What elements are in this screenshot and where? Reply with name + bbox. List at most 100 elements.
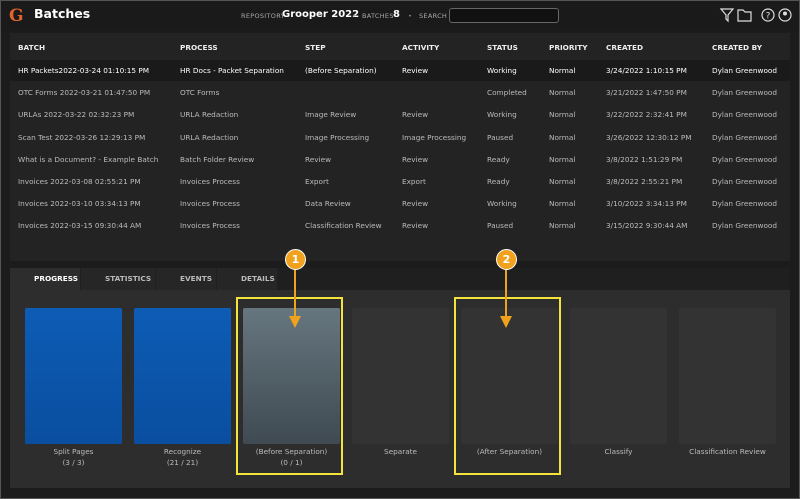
table-cell: Image Review xyxy=(305,110,357,120)
step-card[interactable] xyxy=(679,308,776,444)
selected-row[interactable] xyxy=(10,60,790,81)
table-cell: Dylan Greenwood xyxy=(712,110,778,120)
table-cell: Dylan Greenwood xyxy=(712,66,778,75)
tab[interactable]: EVENTS xyxy=(156,268,216,290)
separator: • xyxy=(408,12,413,20)
search-label: SEARCH xyxy=(419,12,448,20)
step-name: Recognize xyxy=(163,447,202,456)
table-cell: 3/8/2022 2:55:21 PM xyxy=(606,177,683,186)
column-header[interactable]: BATCH xyxy=(18,43,46,52)
table-cell: Paused xyxy=(487,132,514,142)
table-cell: Normal xyxy=(549,88,576,98)
table-cell: Dylan Greenwood xyxy=(712,199,778,209)
column-header[interactable]: ACTIVITY xyxy=(402,43,440,52)
search-box[interactable] xyxy=(449,8,559,23)
filter-icon[interactable] xyxy=(719,8,735,23)
table-cell: OTC Forms 2022-03-21 01:47:50 PM xyxy=(18,88,151,98)
step-card[interactable] xyxy=(243,308,340,444)
table-cell: Invoices 2022-03-10 03:34:13 PM xyxy=(18,199,141,209)
step-name: Classify xyxy=(604,447,633,456)
page-title: Batches xyxy=(34,6,91,21)
table-cell: Paused xyxy=(487,221,514,231)
folder-icon[interactable] xyxy=(737,9,752,22)
table-cell: Invoices Process xyxy=(180,177,240,186)
table-cell: Review xyxy=(402,66,429,75)
table-cell: Normal xyxy=(549,110,576,120)
table-cell: Data Review xyxy=(305,199,351,209)
step-card[interactable] xyxy=(570,308,667,444)
svg-text:?: ? xyxy=(766,12,771,22)
step-name: (After Separation) xyxy=(476,447,543,456)
table-cell: Review xyxy=(305,154,332,164)
step-progress: (21 / 21) xyxy=(166,458,199,467)
repository-name[interactable]: Grooper 2022 xyxy=(282,9,360,20)
table-cell: Image Processing xyxy=(402,132,467,142)
table-cell: Classification Review xyxy=(305,221,382,231)
table-cell: Normal xyxy=(549,66,576,75)
column-header[interactable]: PROCESS xyxy=(180,43,218,52)
table-cell: Review xyxy=(402,154,429,164)
table-cell: Image Processing xyxy=(305,132,370,142)
table-cell: Invoices Process xyxy=(180,199,240,209)
table-cell: (Before Separation) xyxy=(305,66,377,75)
table-cell: 3/21/2022 1:47:50 PM xyxy=(606,88,687,98)
step-progress: (0 / 1) xyxy=(280,458,303,467)
highlight-box xyxy=(236,297,343,475)
table-cell: URLA Redaction xyxy=(180,132,239,142)
column-header[interactable]: PRIORITY xyxy=(549,43,588,52)
logo: G xyxy=(9,6,24,26)
column-header[interactable]: STATUS xyxy=(487,43,518,52)
table-cell: Invoices 2022-03-08 02:55:21 PM xyxy=(18,177,141,186)
table-cell: URLA Redaction xyxy=(180,110,239,120)
table-cell: URLAs 2022-03-22 02:32:23 PM xyxy=(18,110,135,120)
table-cell: OTC Forms xyxy=(180,88,220,98)
user-icon[interactable] xyxy=(778,8,792,22)
separator: • xyxy=(352,12,357,20)
table-cell: Invoices Process xyxy=(180,221,240,231)
table-cell: Dylan Greenwood xyxy=(712,132,778,142)
toolbar-icons: ? xyxy=(719,8,792,23)
table-cell: Export xyxy=(402,177,426,186)
column-header[interactable]: CREATED xyxy=(606,43,644,52)
step-name: (Before Separation) xyxy=(255,447,328,456)
table-cell: 3/22/2022 2:32:41 PM xyxy=(606,110,687,120)
batches-count: 8 xyxy=(393,9,400,20)
repository-label: REPOSITORY xyxy=(241,12,285,20)
table-cell: Dylan Greenwood xyxy=(712,221,778,231)
table-cell: Completed xyxy=(487,88,527,98)
column-header[interactable]: CREATED BY xyxy=(712,43,763,52)
tab[interactable]: STATISTICS xyxy=(81,268,155,290)
table-cell: 3/8/2022 1:51:29 PM xyxy=(606,154,683,164)
batches-label: BATCHES xyxy=(362,12,394,20)
table-cell: What is a Document? - Example Batch xyxy=(18,154,159,164)
table-cell: Invoices 2022-03-15 09:30:44 AM xyxy=(18,221,142,231)
table-cell: Normal xyxy=(549,199,576,209)
table-cell: Ready xyxy=(487,154,510,164)
top-bar xyxy=(1,1,799,31)
table-cell: HR Packets2022-03-24 01:10:15 PM xyxy=(18,66,150,75)
help-icon[interactable] xyxy=(761,8,775,22)
table-cell: Scan Test 2022-03-26 12:29:13 PM xyxy=(18,132,146,142)
step-card[interactable] xyxy=(352,308,449,444)
callout-badge: 1 xyxy=(285,249,306,270)
table-cell: HR Docs - Packet Separation xyxy=(180,66,284,75)
table-cell: Ready xyxy=(487,177,510,186)
callout-badge: 2 xyxy=(496,249,517,270)
table-cell: Working xyxy=(487,199,517,209)
step-card[interactable] xyxy=(134,308,231,444)
column-header[interactable]: STEP xyxy=(305,43,326,52)
table-cell: Normal xyxy=(549,221,576,231)
table-cell: Normal xyxy=(549,132,576,142)
table-cell: Review xyxy=(402,110,429,120)
table-cell: Review xyxy=(402,221,429,231)
step-card[interactable] xyxy=(25,308,122,444)
table-cell: Export xyxy=(305,177,329,186)
tab[interactable]: DETAILS xyxy=(217,268,277,290)
table-cell: 3/26/2022 12:30:12 PM xyxy=(606,132,692,142)
highlight-box xyxy=(454,297,561,475)
tab[interactable]: PROGRESS xyxy=(10,268,80,290)
step-card[interactable] xyxy=(461,308,558,444)
step-name: Separate xyxy=(383,447,418,456)
